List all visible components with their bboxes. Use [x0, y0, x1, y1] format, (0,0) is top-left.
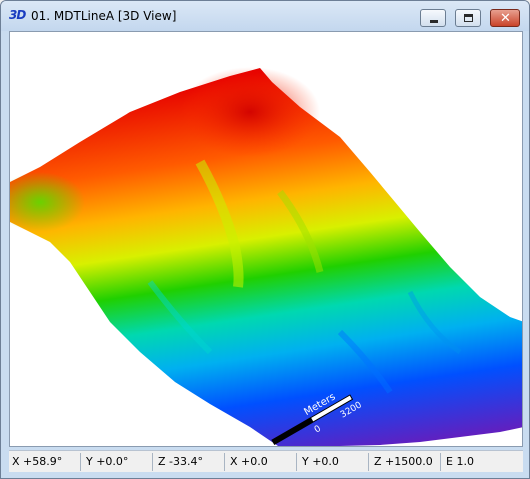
close-button[interactable]: ✕: [490, 9, 520, 27]
window-title: 01. MDTLineA [3D View]: [31, 9, 177, 23]
status-y-rotation: Y +0.0°: [83, 453, 153, 471]
status-exaggeration: E 1.0: [446, 455, 474, 468]
3d-terrain-viewport[interactable]: Meters 0 3200: [9, 31, 523, 447]
status-x-rotation: X +58.9°: [9, 453, 81, 471]
minimize-button[interactable]: [420, 9, 446, 27]
title-bar[interactable]: 3D 01. MDTLineA [3D View] ✕: [1, 1, 529, 31]
3d-view-icon: 3D: [9, 8, 26, 22]
left-valley-shade: [10, 172, 85, 232]
drainage-line-3: [337, 329, 393, 394]
status-z-position: Z +1500.0: [371, 453, 441, 471]
drainage-line-1: [277, 189, 324, 273]
drainage-line-2: [147, 280, 213, 355]
terrain-render: Meters 0 3200: [10, 67, 522, 446]
status-x-position: X +0.0: [227, 453, 297, 471]
maximize-button[interactable]: [455, 9, 481, 27]
status-z-rotation: Z -33.4°: [155, 453, 225, 471]
close-icon: ✕: [500, 11, 511, 26]
peak-highlight: [180, 67, 320, 157]
minimize-icon: [430, 20, 438, 23]
status-y-position: Y +0.0: [299, 453, 369, 471]
scale-tick-start: 0: [313, 424, 323, 436]
drainage-line-4: [407, 290, 462, 355]
terrain-surface: [10, 68, 522, 446]
status-bar: X +58.9° Y +0.0° Z -33.4° X +0.0 Y +0.0 …: [9, 450, 523, 472]
maximize-icon: [464, 14, 473, 22]
ridge-line: [195, 159, 244, 288]
